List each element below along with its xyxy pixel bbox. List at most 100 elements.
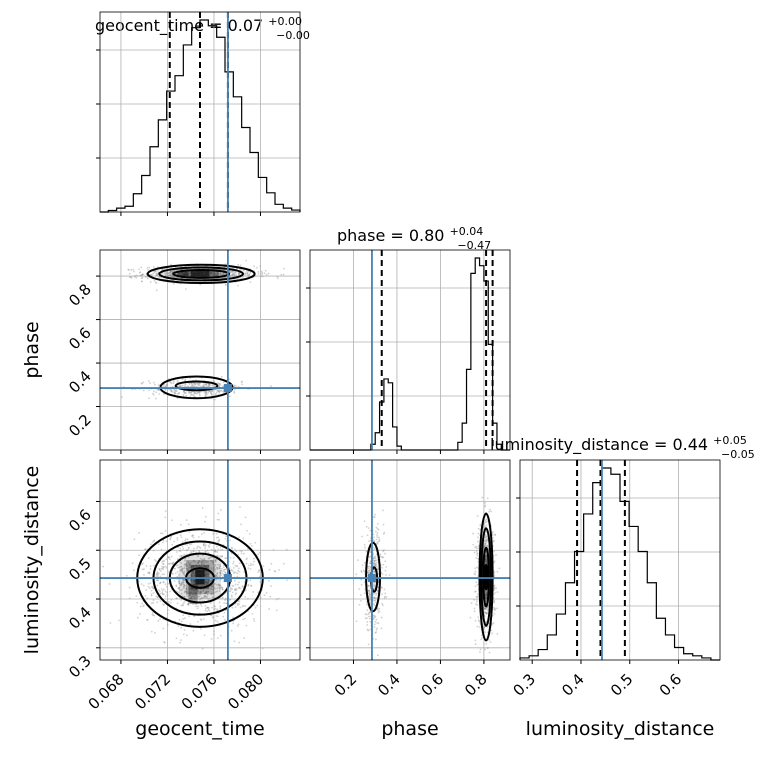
sample-point-2-1 (373, 562, 376, 565)
sample-point-2-0 (186, 567, 189, 570)
sample-point-2-0 (187, 523, 190, 526)
sample-point-2-1 (374, 601, 377, 604)
sample-point-2-0 (187, 561, 190, 563)
sample-point-2-0 (159, 618, 161, 621)
sample-point-2-0 (239, 587, 242, 590)
sample-point-2-0 (209, 602, 212, 604)
sample-point-2-1 (491, 531, 494, 533)
sample-point-1-0 (179, 271, 182, 274)
sample-point-1-0 (188, 390, 191, 393)
sample-point-2-0 (216, 620, 219, 623)
sample-point-2-1 (484, 596, 487, 599)
scatter-group-1-0 (120, 259, 285, 401)
sample-point-2-0 (187, 602, 190, 605)
sample-point-2-1 (381, 593, 383, 596)
sample-point-2-1 (380, 586, 383, 589)
sample-point-1-0 (211, 270, 214, 273)
sample-point-2-0 (224, 557, 227, 559)
sample-point-2-0 (214, 619, 217, 622)
sample-point-1-0 (163, 383, 166, 386)
sample-point-1-0 (192, 385, 195, 388)
sample-point-2-1 (473, 598, 475, 601)
sample-point-2-0 (150, 585, 153, 588)
sample-point-2-0 (205, 583, 208, 586)
ytick-label-phase-1: 0.4 (65, 367, 95, 397)
sample-point-2-0 (203, 558, 205, 561)
sample-point-2-0 (167, 609, 169, 612)
sample-point-1-0 (196, 392, 199, 394)
sample-point-2-1 (484, 533, 487, 536)
sample-point-2-1 (486, 647, 489, 650)
sample-point-2-1 (493, 586, 496, 589)
sample-point-2-0 (138, 531, 140, 534)
sample-point-1-0 (242, 269, 245, 271)
sample-point-2-1 (477, 593, 479, 596)
sample-point-1-0 (156, 273, 158, 275)
sample-point-2-0 (210, 548, 213, 551)
sample-point-2-0 (192, 565, 195, 568)
sample-point-2-0 (246, 557, 248, 560)
sample-point-2-1 (372, 533, 375, 536)
sample-point-1-0 (211, 271, 213, 274)
sample-point-2-0 (245, 589, 247, 591)
sample-point-2-1 (494, 533, 496, 536)
sample-point-2-1 (372, 581, 375, 584)
sample-point-2-1 (485, 612, 488, 615)
sample-point-1-0 (152, 272, 154, 275)
sample-point-2-0 (257, 591, 260, 594)
sample-point-2-0 (232, 616, 234, 619)
sample-point-2-0 (233, 640, 236, 643)
sample-point-1-0 (138, 268, 141, 271)
sample-point-2-0 (181, 567, 184, 570)
sample-point-2-1 (476, 625, 479, 628)
sample-point-2-1 (372, 546, 375, 549)
sample-point-1-0 (204, 395, 207, 397)
sample-point-1-0 (184, 271, 187, 274)
sample-point-1-0 (158, 393, 161, 395)
sample-point-2-0 (152, 601, 155, 604)
sample-point-2-1 (368, 589, 371, 592)
sample-point-2-0 (169, 590, 172, 593)
sample-point-2-0 (187, 546, 190, 549)
sample-point-2-0 (180, 562, 183, 565)
sample-point-2-1 (374, 562, 377, 565)
sample-point-1-0 (173, 276, 176, 278)
sample-point-2-0 (240, 550, 243, 553)
title-phase-sub: −0.47 (457, 239, 491, 252)
sample-point-2-1 (476, 554, 479, 557)
sample-point-2-0 (188, 592, 191, 595)
sample-point-2-0 (249, 564, 252, 567)
sample-point-2-0 (175, 590, 178, 593)
sample-point-2-1 (485, 643, 488, 645)
sample-point-1-0 (191, 385, 193, 387)
sample-point-2-0 (198, 595, 200, 598)
sample-point-2-0 (191, 534, 194, 537)
sample-point-2-0 (249, 579, 252, 582)
sample-point-1-0 (232, 272, 235, 275)
sample-point-2-0 (218, 538, 221, 541)
sample-point-2-1 (360, 571, 363, 574)
sample-point-1-0 (184, 384, 186, 386)
sample-point-2-0 (164, 590, 167, 593)
sample-point-2-0 (194, 592, 197, 595)
truth-marker-2-1 (367, 574, 376, 583)
sample-point-1-0 (218, 390, 221, 393)
sample-point-2-1 (494, 534, 497, 537)
sample-point-2-0 (196, 545, 199, 548)
sample-point-1-0 (183, 272, 186, 275)
sample-point-2-0 (177, 580, 180, 583)
sample-point-1-0 (204, 383, 206, 385)
sample-point-2-0 (214, 559, 217, 562)
sample-point-2-1 (369, 562, 372, 564)
sample-point-1-0 (196, 391, 199, 394)
sample-point-2-0 (162, 593, 164, 596)
sample-point-2-0 (165, 566, 168, 569)
sample-point-2-0 (207, 551, 210, 554)
sample-point-1-0 (176, 392, 179, 395)
sample-point-2-1 (368, 598, 371, 600)
sample-point-1-0 (170, 274, 173, 277)
sample-point-2-0 (200, 619, 203, 621)
sample-point-1-0 (174, 392, 177, 395)
sample-point-2-1 (373, 583, 376, 586)
sample-point-1-0 (231, 271, 234, 273)
